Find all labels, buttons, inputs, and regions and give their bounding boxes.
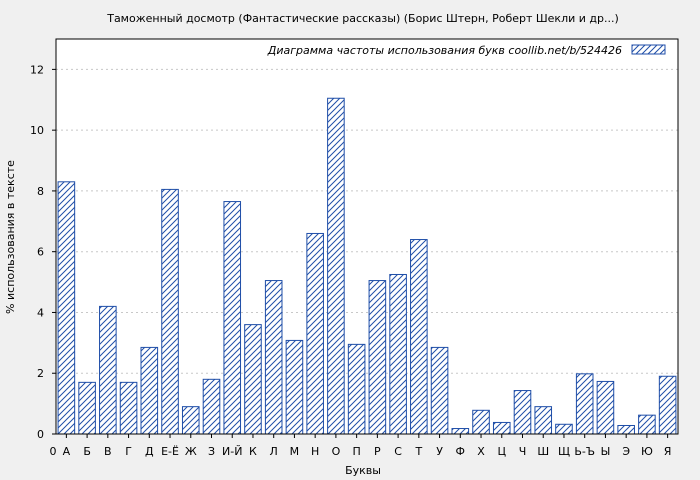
y-tick-label-5: 10 bbox=[30, 124, 44, 137]
bar-5 bbox=[161, 188, 179, 435]
bar-1 bbox=[78, 381, 96, 435]
legend-swatch bbox=[631, 44, 666, 55]
bar-8 bbox=[223, 201, 242, 435]
x-tick-label-12: Н bbox=[311, 445, 319, 458]
x-tick-label-5: Е-Ё bbox=[161, 445, 179, 458]
x-tick-label-22: Ч bbox=[519, 445, 527, 458]
x-tick-label-4: Д bbox=[145, 445, 154, 458]
y-ticks: 0 2 4 6 8 10 12 bbox=[30, 63, 56, 441]
x-tick-label-21: Ц bbox=[497, 445, 506, 458]
x-tick-label-28: Ю bbox=[641, 445, 653, 458]
bar-12 bbox=[306, 232, 324, 435]
bar-11 bbox=[285, 339, 304, 435]
y-tick-label-0: 0 bbox=[37, 428, 44, 441]
x-tick-label-23: Ш bbox=[537, 445, 549, 458]
bar-28 bbox=[638, 414, 656, 435]
legend-label: Диаграмма частоты использования букв coo… bbox=[267, 44, 622, 57]
bar-29 bbox=[658, 375, 677, 435]
x-tick-label-25: Ь-Ъ bbox=[574, 445, 595, 458]
x-tick-label-27: Э bbox=[622, 445, 630, 458]
x-tick-label-3: Г bbox=[125, 445, 132, 458]
bar-18 bbox=[430, 346, 449, 435]
bar-24 bbox=[555, 423, 573, 435]
x-axis-label: Буквы bbox=[345, 464, 381, 477]
chart-title: Таможенный досмотр (Фантастические расск… bbox=[106, 12, 619, 25]
x-tick-label-20: Х bbox=[477, 445, 485, 458]
x-tick-label-6: Ж bbox=[185, 445, 197, 458]
x-tick-label-13: О bbox=[332, 445, 341, 458]
bar-2 bbox=[99, 305, 117, 435]
x-tick-label-18: У bbox=[436, 445, 443, 458]
bar-26 bbox=[596, 380, 615, 435]
x-tick-label-9: К bbox=[249, 445, 257, 458]
y-tick-label-2: 4 bbox=[37, 306, 44, 319]
bar-3 bbox=[119, 381, 138, 435]
x-tick-label-24: Щ bbox=[558, 445, 570, 458]
bar-10 bbox=[264, 280, 283, 435]
bar-14 bbox=[347, 343, 366, 435]
x-tick-label-0: А bbox=[63, 445, 71, 458]
x-tick-label-14: П bbox=[352, 445, 360, 458]
bar-15 bbox=[368, 280, 387, 435]
bar-16 bbox=[389, 273, 407, 435]
x-tick-label-16: С bbox=[394, 445, 402, 458]
x-tick-label-8: И-Й bbox=[222, 445, 242, 458]
x-start-label: 0 bbox=[50, 445, 57, 458]
x-tick-label-1: Б bbox=[83, 445, 91, 458]
plot-area bbox=[56, 39, 678, 434]
bar-21 bbox=[492, 421, 511, 435]
x-tick-label-11: М bbox=[290, 445, 300, 458]
x-tick-label-19: Ф bbox=[456, 445, 465, 458]
x-tick-label-17: Т bbox=[414, 445, 422, 458]
x-ticks: 0 А Б В Г Д Е-Ё Ж З И-Й К Л М Н О П Р С Т У Ф Х Ц Ч Ш Щ Ь-Ъ Ы Э Ю Я bbox=[50, 434, 672, 458]
y-tick-label-6: 12 bbox=[30, 63, 44, 76]
legend: Диаграмма частоты использования букв coo… bbox=[267, 44, 666, 57]
y-tick-label-3: 6 bbox=[37, 246, 44, 259]
bar-19 bbox=[451, 428, 470, 435]
x-tick-label-10: Л bbox=[270, 445, 278, 458]
x-tick-label-15: Р bbox=[374, 445, 381, 458]
bar-4 bbox=[140, 346, 159, 435]
bar-0 bbox=[57, 181, 76, 435]
bar-22 bbox=[513, 390, 532, 435]
bar-7 bbox=[202, 378, 221, 435]
grid-lines bbox=[56, 68, 678, 374]
bar-9 bbox=[244, 324, 262, 435]
bar-25 bbox=[575, 373, 594, 435]
bar-17 bbox=[410, 239, 428, 435]
y-axis-label: % использования в тексте bbox=[4, 160, 17, 314]
x-tick-label-7: З bbox=[208, 445, 215, 458]
bar-27 bbox=[617, 424, 635, 435]
y-tick-label-4: 8 bbox=[37, 185, 44, 198]
x-tick-label-29: Я bbox=[664, 445, 672, 458]
y-tick-label-1: 2 bbox=[37, 367, 44, 380]
bar-13 bbox=[327, 97, 345, 435]
x-tick-label-2: В bbox=[104, 445, 112, 458]
bar-20 bbox=[472, 409, 490, 435]
bar-23 bbox=[534, 406, 553, 435]
x-tick-label-26: Ы bbox=[601, 445, 611, 458]
plot-border bbox=[55, 38, 679, 435]
bar-6 bbox=[181, 406, 200, 435]
